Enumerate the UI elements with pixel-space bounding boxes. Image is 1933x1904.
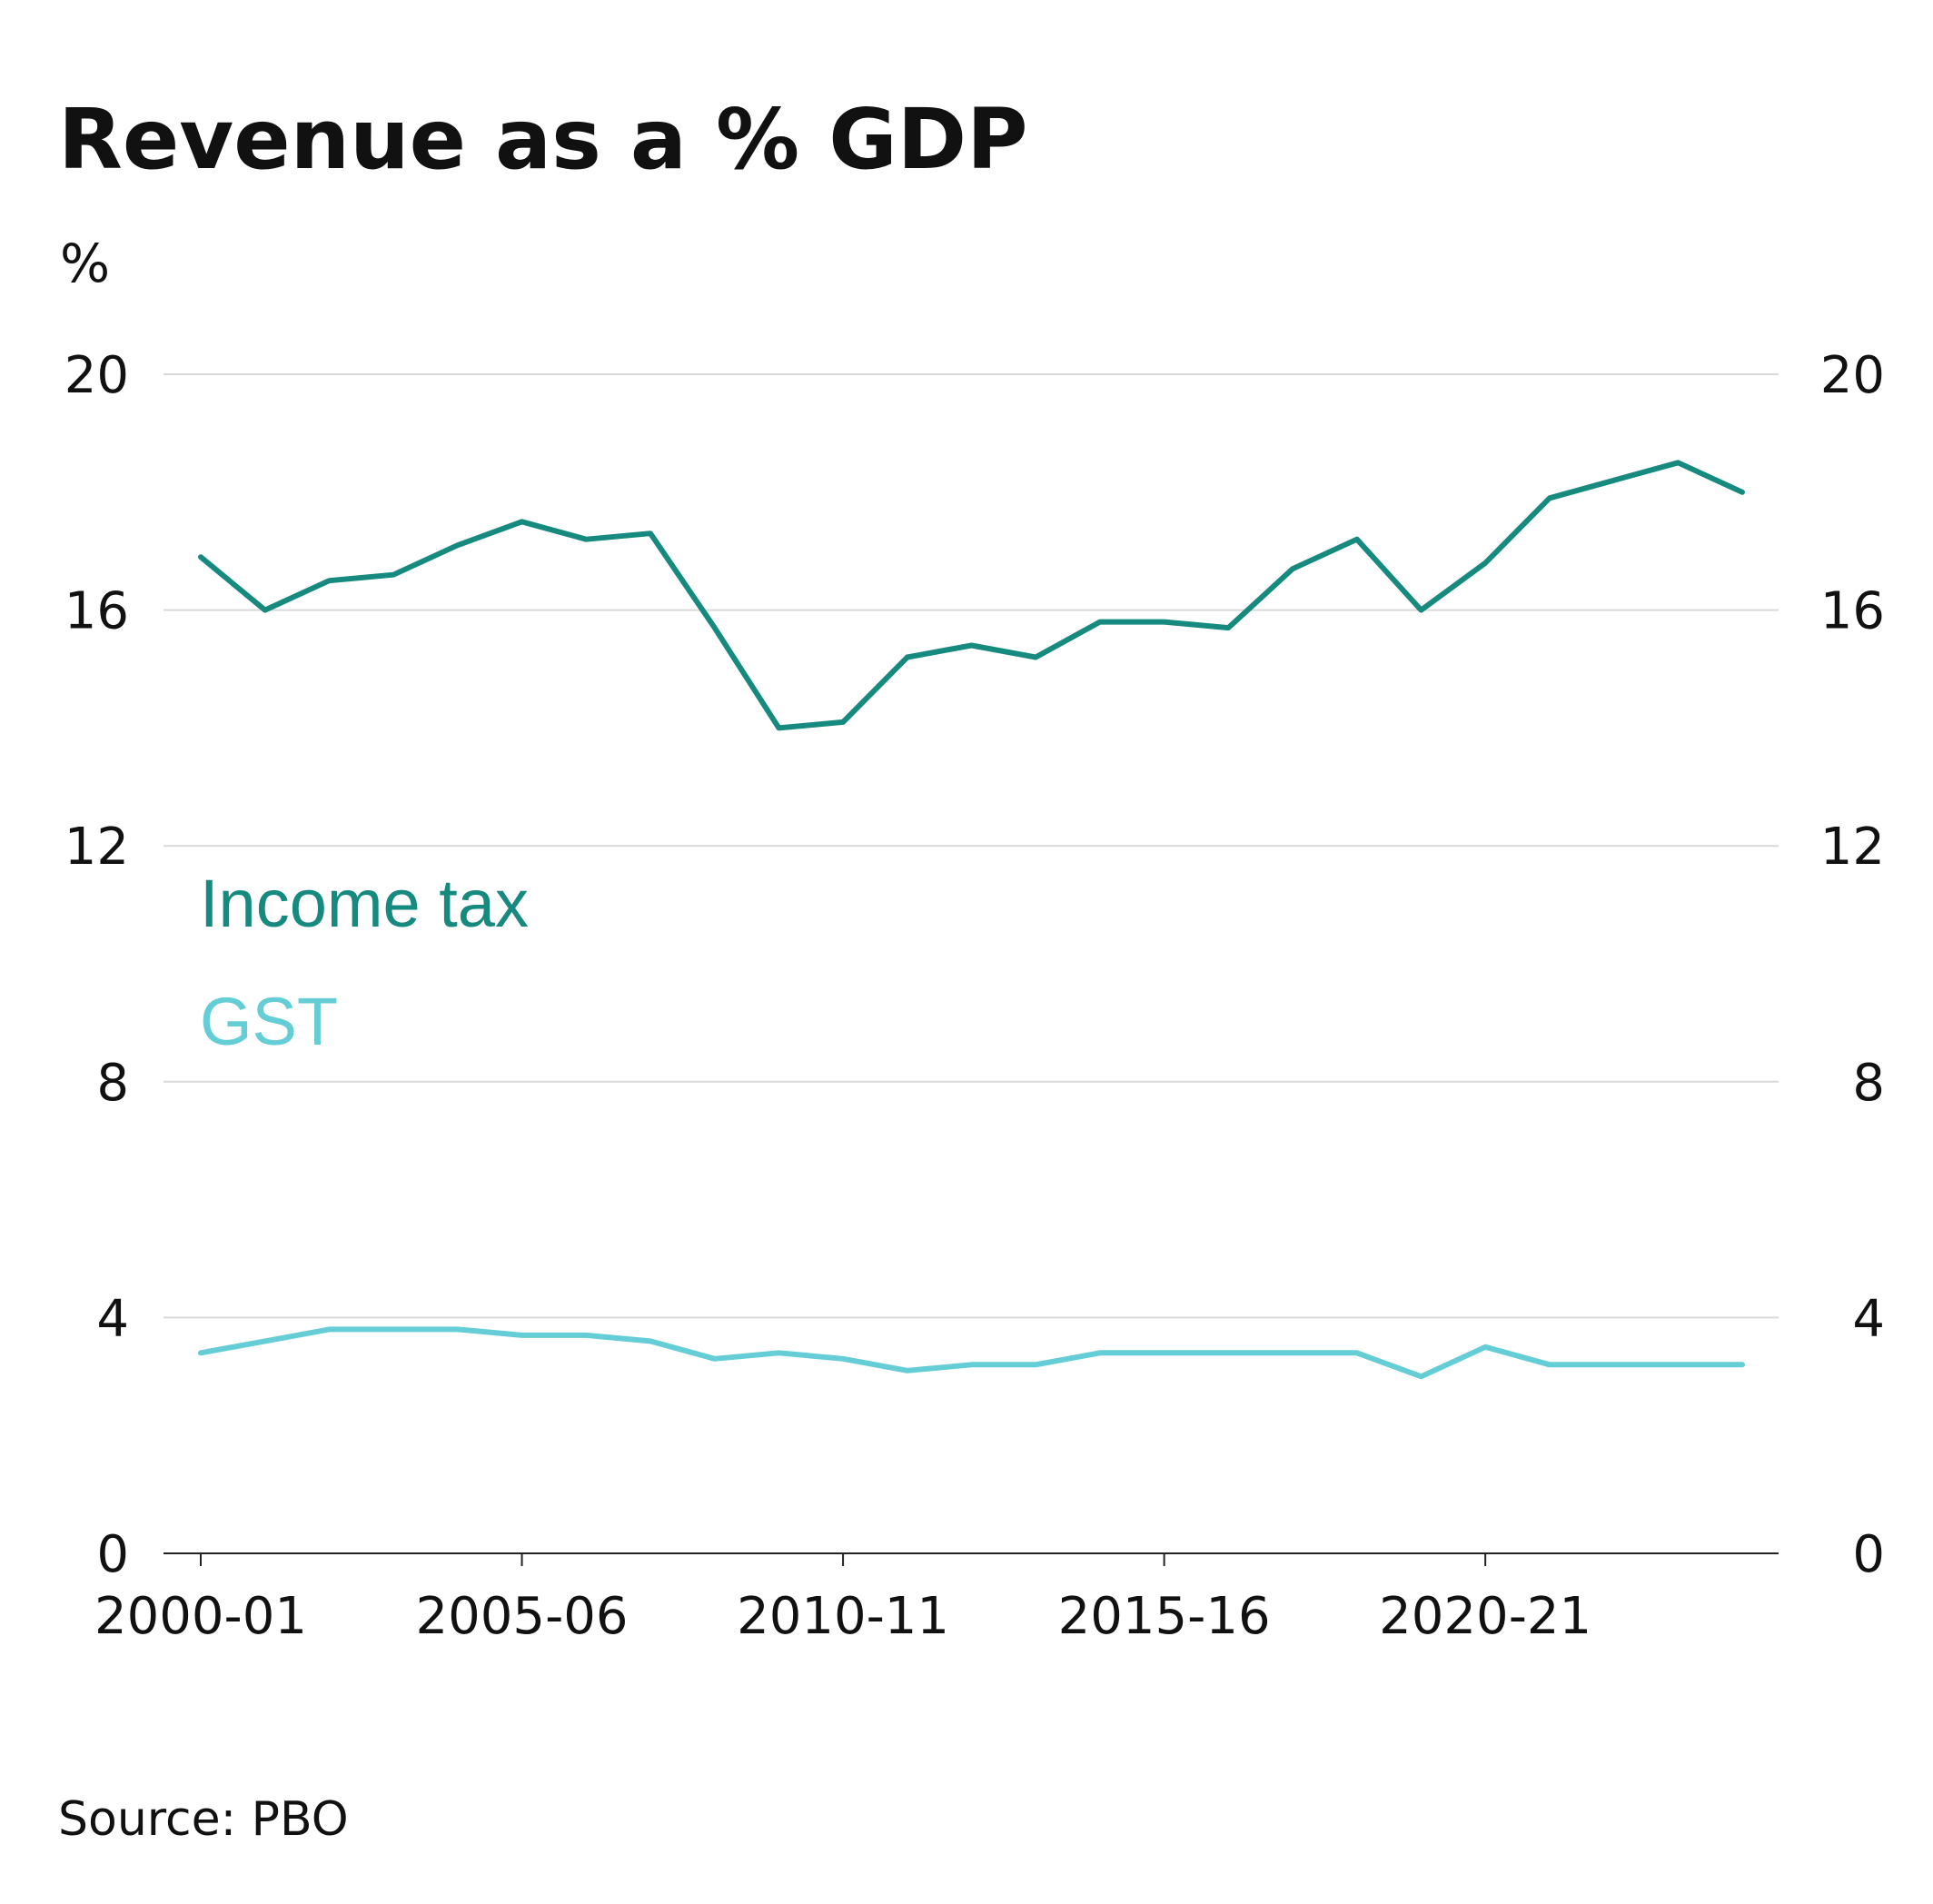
y-tick-label-right: 20 [1820, 346, 1885, 405]
series-lines [198, 460, 1745, 1380]
y-tick-label-left: 16 [64, 582, 129, 641]
x-tick-labels: 2000-01 2005-06 2010-11 2015-16 2020-21 [94, 1587, 1591, 1646]
y-tick-labels-right: 0 4 8 12 16 20 [1820, 346, 1885, 1584]
x-tick-label: 2005-06 [416, 1587, 629, 1646]
y-tick-label-right: 0 [1852, 1525, 1885, 1584]
x-tick-label: 2000-01 [94, 1587, 307, 1646]
series-line-income-tax [198, 460, 1745, 731]
x-tick-label: 2015-16 [1058, 1587, 1271, 1646]
y-tick-label-right: 4 [1852, 1289, 1885, 1348]
y-tick-label-left: 8 [96, 1054, 129, 1113]
chart-title: Revenue as a % GDP [58, 91, 1028, 188]
y-tick-label-left: 0 [96, 1525, 129, 1584]
y-tick-label-left: 4 [96, 1289, 129, 1348]
y-axis-unit-label: % [60, 233, 110, 294]
source-note: Source: PBO [58, 1792, 349, 1847]
gridlines [164, 373, 1779, 1319]
x-tick-label: 2020-21 [1379, 1587, 1591, 1646]
x-tick-marks [200, 1553, 1487, 1566]
y-tick-label-right: 8 [1852, 1054, 1885, 1113]
y-tick-label-right: 16 [1820, 582, 1885, 641]
legend-gst: GST [200, 984, 338, 1059]
y-tick-labels-left: 0 4 8 12 16 20 [64, 346, 129, 1584]
legend-income-tax: Income tax [200, 866, 529, 941]
series-line-gst [198, 1326, 1745, 1380]
y-tick-label-right: 12 [1820, 818, 1885, 877]
x-tick-label: 2010-11 [737, 1587, 949, 1646]
y-tick-label-left: 20 [64, 346, 129, 405]
y-tick-label-left: 12 [64, 818, 129, 877]
